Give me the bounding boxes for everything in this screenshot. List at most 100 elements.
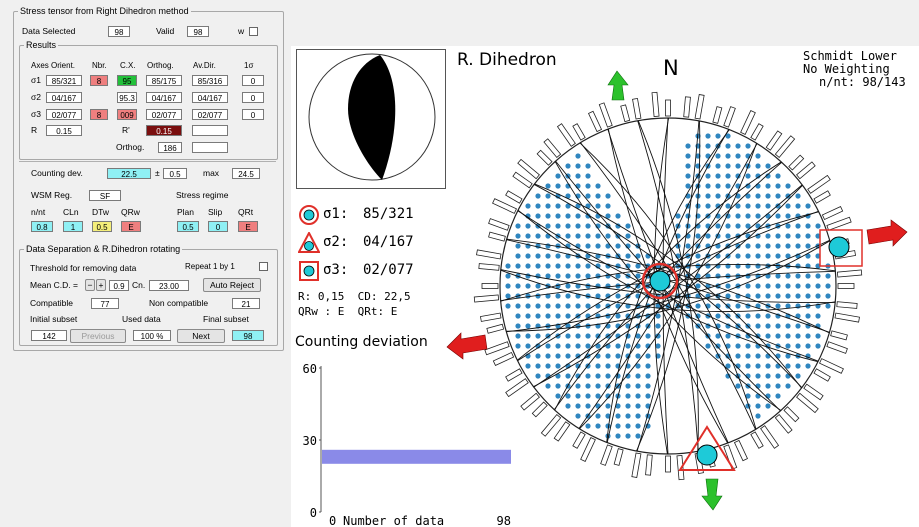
r-extra-box[interactable] bbox=[192, 125, 228, 136]
noncompatible-value[interactable]: 21 bbox=[232, 298, 260, 309]
auto-reject-button[interactable]: Auto Reject bbox=[203, 278, 261, 292]
grid-dot bbox=[645, 393, 651, 399]
grid-dot bbox=[515, 303, 521, 309]
rim-tick bbox=[774, 414, 793, 434]
rim-tick bbox=[813, 190, 831, 204]
wsm-col-label-5: Slip bbox=[208, 207, 223, 217]
row-sigma2-sigma[interactable]: 0 bbox=[242, 92, 264, 103]
data-selected-value[interactable]: 98 bbox=[108, 26, 130, 37]
r-prime-value[interactable]: 0.15 bbox=[146, 125, 182, 136]
orthog-extra-box[interactable] bbox=[192, 142, 228, 153]
grid-dot bbox=[805, 273, 811, 279]
grid-dot bbox=[795, 343, 801, 349]
grid-dot bbox=[735, 353, 741, 359]
grid-dot bbox=[565, 313, 571, 319]
grid-dot bbox=[625, 263, 631, 269]
row-sigma1-sigma[interactable]: 0 bbox=[242, 75, 264, 86]
wsm-col-value-6[interactable]: E bbox=[238, 221, 258, 232]
row-sigma3-sigma[interactable]: 0 bbox=[242, 109, 264, 120]
row-sigma1-avdir[interactable]: 85/316 bbox=[192, 75, 228, 86]
great-circle bbox=[607, 128, 729, 444]
grid-dot bbox=[805, 333, 811, 339]
projection-line-2: No Weighting bbox=[803, 62, 890, 76]
row-sigma3-orient[interactable]: 02/077 bbox=[46, 109, 82, 120]
row-sigma3-cx[interactable]: 009 bbox=[117, 109, 137, 120]
grid-dot bbox=[775, 193, 781, 199]
grid-dot bbox=[515, 223, 521, 229]
grid-dot bbox=[545, 193, 551, 199]
repeat-checkbox[interactable] bbox=[259, 262, 268, 271]
grid-dot bbox=[775, 233, 781, 239]
row-sigma2-cx[interactable]: 95.3 bbox=[117, 92, 137, 103]
row-sigma1-cx[interactable]: 95 bbox=[117, 75, 137, 86]
rim-tick bbox=[492, 351, 515, 366]
grid-dot bbox=[635, 403, 641, 409]
rim-tick bbox=[632, 97, 642, 120]
row-sigma1-orient[interactable]: 85/321 bbox=[46, 75, 82, 86]
grid-dot bbox=[535, 373, 541, 379]
grid-dot bbox=[565, 293, 571, 299]
w-checkbox[interactable] bbox=[249, 27, 258, 36]
used-data-label: Used data bbox=[122, 314, 161, 324]
orthog-value[interactable]: 186 bbox=[158, 142, 182, 153]
grid-dot bbox=[605, 403, 611, 409]
grid-dot bbox=[615, 273, 621, 279]
grid-dot bbox=[775, 183, 781, 189]
grid-dot bbox=[715, 153, 721, 159]
compatible-value[interactable]: 77 bbox=[91, 298, 119, 309]
grid-dot bbox=[755, 203, 761, 209]
grid-dot bbox=[685, 183, 691, 189]
grid-dot bbox=[765, 273, 771, 279]
wsm-col-value-1[interactable]: 1 bbox=[63, 221, 83, 232]
grid-dot bbox=[585, 193, 591, 199]
counting-dev-value[interactable]: 22.5 bbox=[107, 168, 151, 179]
grid-dot bbox=[555, 383, 561, 389]
counting-pm-value[interactable]: 0.5 bbox=[163, 168, 187, 179]
mean-cd-value[interactable]: 0.9 bbox=[109, 280, 129, 291]
row-sigma3-orthog[interactable]: 02/077 bbox=[146, 109, 182, 120]
grid-dot bbox=[725, 133, 731, 139]
rim-tick bbox=[478, 263, 500, 271]
wsm-col-value-3[interactable]: E bbox=[121, 221, 141, 232]
used-data-value[interactable]: 100 % bbox=[133, 330, 171, 341]
stress-tensor-group: Stress tensor from Right Dihedron method bbox=[13, 6, 284, 351]
grid-dot bbox=[705, 193, 711, 199]
grid-dot bbox=[785, 243, 791, 249]
final-subset-value[interactable]: 98 bbox=[232, 330, 264, 341]
grid-dot bbox=[545, 383, 551, 389]
wsm-col-value-4[interactable]: 0.5 bbox=[177, 221, 199, 232]
beachball-compression-lobe bbox=[348, 55, 396, 180]
next-button[interactable]: Next bbox=[177, 329, 225, 343]
row-sigma1-nbr[interactable]: 8 bbox=[90, 75, 108, 86]
sigma2-triangle-outline bbox=[678, 425, 736, 471]
rim-tick bbox=[750, 123, 764, 141]
mean-stepper-up[interactable]: + bbox=[96, 279, 106, 291]
grid-dot bbox=[755, 313, 761, 319]
grid-dot bbox=[695, 263, 701, 269]
grid-dot bbox=[605, 233, 611, 239]
grid-dot bbox=[545, 303, 551, 309]
grid-dot bbox=[555, 223, 561, 229]
row-sigma2-avdir[interactable]: 04/167 bbox=[192, 92, 228, 103]
wsm-value[interactable]: SF bbox=[89, 190, 121, 201]
row-sigma3-avdir[interactable]: 02/077 bbox=[192, 109, 228, 120]
counting-max-value[interactable]: 24.5 bbox=[232, 168, 260, 179]
cn-value[interactable]: 23.00 bbox=[149, 280, 189, 291]
grid-dot bbox=[795, 233, 801, 239]
grid-dot bbox=[585, 383, 591, 389]
row-sigma2-orient[interactable]: 04/167 bbox=[46, 92, 82, 103]
wsm-col-value-5[interactable]: 0 bbox=[208, 221, 228, 232]
initial-subset-value[interactable]: 142 bbox=[31, 330, 67, 341]
previous-button[interactable]: Previous bbox=[70, 329, 126, 343]
row-sigma1-orthog[interactable]: 85/175 bbox=[146, 75, 182, 86]
row-sigma2-orthog[interactable]: 04/167 bbox=[146, 92, 182, 103]
results-group: Results bbox=[19, 40, 278, 160]
grid-dot bbox=[735, 143, 741, 149]
row-sigma3-nbr[interactable]: 8 bbox=[90, 109, 108, 120]
wsm-col-value-2[interactable]: 0.5 bbox=[92, 221, 112, 232]
mean-stepper-down[interactable]: − bbox=[85, 279, 95, 291]
r-value[interactable]: 0.15 bbox=[46, 125, 82, 136]
grid-dot bbox=[785, 203, 791, 209]
wsm-col-value-0[interactable]: 0.8 bbox=[31, 221, 53, 232]
valid-value[interactable]: 98 bbox=[187, 26, 209, 37]
